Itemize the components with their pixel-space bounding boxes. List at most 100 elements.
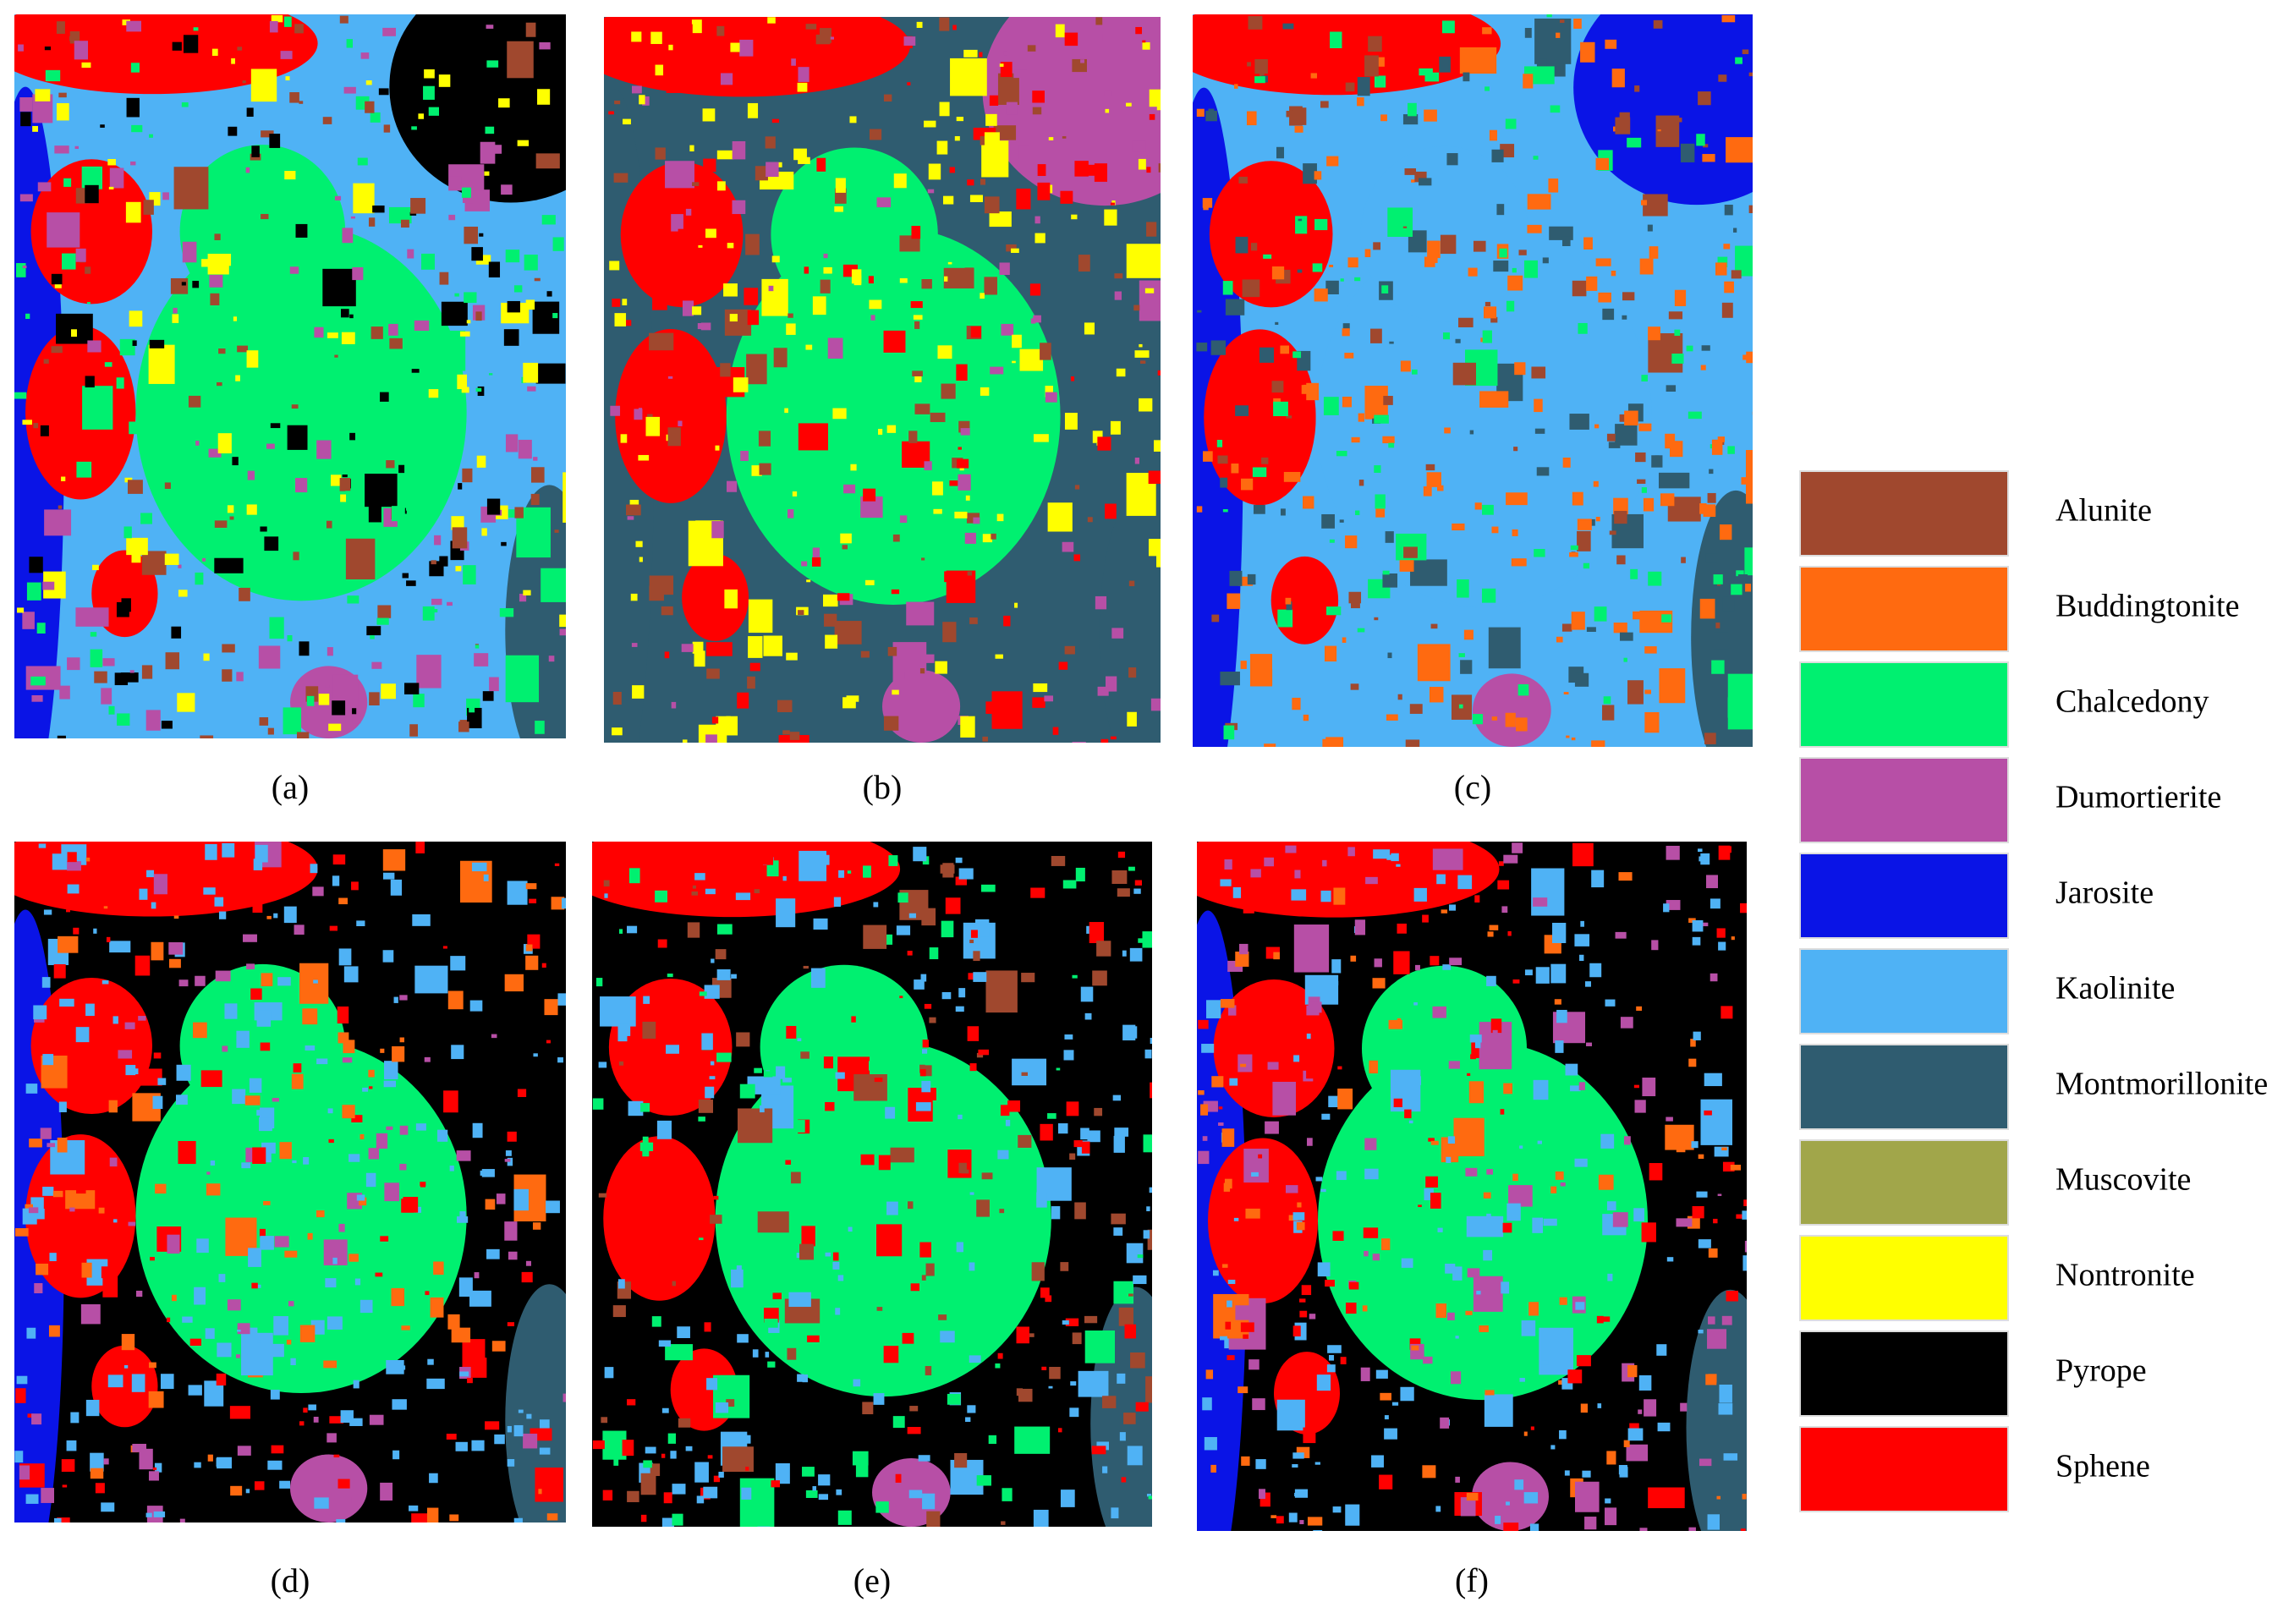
speckle xyxy=(979,52,983,58)
speckle xyxy=(1071,214,1078,220)
speckle xyxy=(1704,732,1716,744)
speckle xyxy=(201,259,211,267)
speckle xyxy=(1051,1206,1061,1220)
speckle xyxy=(1342,328,1350,337)
speckle xyxy=(1303,1427,1316,1444)
speckle xyxy=(1410,559,1447,586)
speckle xyxy=(1644,1399,1657,1417)
speckle xyxy=(1374,75,1386,88)
speckle xyxy=(782,875,787,881)
speckle xyxy=(1360,1367,1370,1381)
speckle xyxy=(1742,1255,1747,1271)
speckle xyxy=(914,403,930,414)
speckle xyxy=(1423,1356,1433,1364)
speckle xyxy=(849,116,857,123)
speckle xyxy=(323,1360,338,1369)
speckle xyxy=(1681,557,1686,563)
speckle xyxy=(1224,859,1232,870)
speckle xyxy=(1708,1316,1715,1325)
speckle xyxy=(623,320,632,326)
speckle xyxy=(664,1196,674,1210)
speckle xyxy=(196,1238,209,1254)
speckle xyxy=(1031,1262,1045,1281)
speckle xyxy=(347,595,359,604)
speckle xyxy=(36,623,46,634)
speckle xyxy=(656,364,662,368)
speckle xyxy=(1336,1171,1347,1181)
region xyxy=(603,1136,716,1301)
speckle xyxy=(1574,1481,1600,1512)
speckle xyxy=(14,1451,24,1463)
speckle xyxy=(739,1084,755,1099)
speckle xyxy=(480,141,496,164)
speckle xyxy=(1680,1402,1688,1412)
speckle xyxy=(967,1026,980,1041)
speckle xyxy=(260,1236,274,1250)
speckle xyxy=(322,117,332,124)
speckle xyxy=(1469,48,1483,67)
speckle xyxy=(1382,573,1398,588)
speckle xyxy=(805,1490,818,1498)
speckle xyxy=(888,855,898,866)
speckle xyxy=(120,672,139,683)
speckle xyxy=(1715,623,1720,628)
speckle xyxy=(1040,343,1051,360)
speckle xyxy=(413,694,425,708)
speckle xyxy=(848,1226,853,1232)
speckle xyxy=(290,1358,296,1366)
speckle xyxy=(177,693,195,712)
speckle xyxy=(464,226,479,244)
speckle xyxy=(1622,292,1635,301)
speckle xyxy=(942,863,954,878)
speckle xyxy=(1550,1445,1556,1450)
speckle xyxy=(312,886,324,897)
speckle xyxy=(1243,1334,1249,1339)
speckle xyxy=(471,1440,485,1451)
speckle xyxy=(334,354,338,358)
speckle xyxy=(1512,267,1517,273)
speckle xyxy=(1075,867,1085,882)
speckle xyxy=(1699,598,1715,619)
speckle xyxy=(26,582,41,601)
speckle xyxy=(261,130,274,138)
speckle xyxy=(665,161,694,189)
speckle xyxy=(503,329,519,346)
speckle xyxy=(85,857,91,862)
speckle xyxy=(1137,1254,1144,1259)
speckle xyxy=(235,375,240,381)
speckle xyxy=(698,1099,714,1113)
classification-map xyxy=(14,14,566,738)
speckle xyxy=(765,1352,770,1358)
speckle xyxy=(530,467,545,483)
speckle xyxy=(1499,248,1507,258)
speckle xyxy=(1330,980,1339,985)
speckle xyxy=(1128,667,1137,678)
speckle xyxy=(1445,1264,1456,1274)
speckle xyxy=(1044,695,1054,702)
speckle xyxy=(481,1169,495,1177)
speckle xyxy=(672,362,681,371)
speckle xyxy=(771,255,780,263)
speckle xyxy=(329,925,338,931)
speckle xyxy=(1620,1017,1633,1029)
speckle xyxy=(327,1108,333,1114)
speckle xyxy=(1087,1130,1100,1143)
speckle xyxy=(1012,334,1022,348)
speckle xyxy=(1688,1527,1696,1531)
speckle xyxy=(1519,1145,1523,1149)
speckle xyxy=(1554,999,1561,1005)
speckle xyxy=(732,200,746,215)
speckle xyxy=(716,924,733,935)
speckle xyxy=(359,1197,367,1206)
speckle xyxy=(837,593,850,601)
speckle xyxy=(1439,56,1451,73)
speckle xyxy=(1634,1100,1646,1113)
speckle xyxy=(109,167,124,189)
speckle xyxy=(1536,467,1550,476)
speckle xyxy=(541,568,566,602)
speckle xyxy=(22,612,35,629)
speckle xyxy=(1306,1056,1322,1079)
speckle xyxy=(206,1171,211,1175)
speckle xyxy=(1518,250,1527,255)
speckle xyxy=(1512,842,1523,853)
